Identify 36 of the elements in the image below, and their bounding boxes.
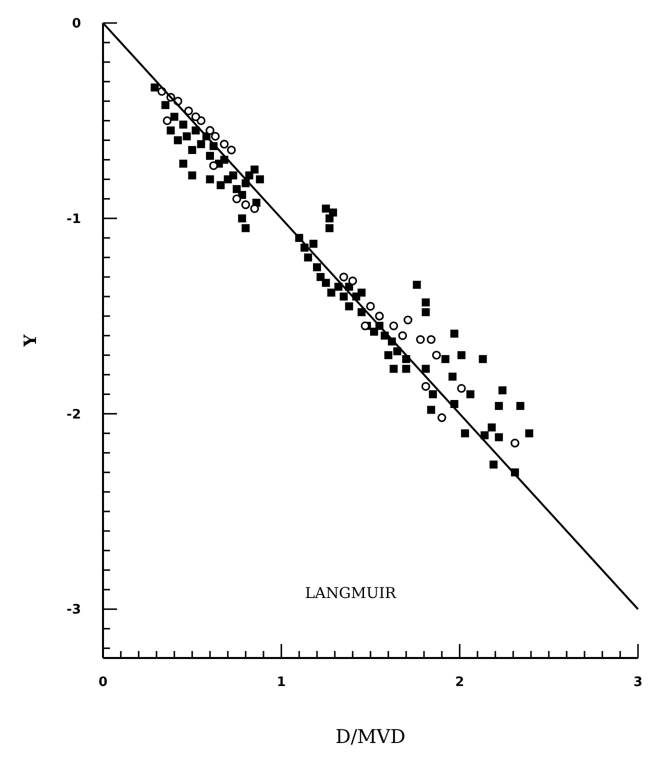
point (416, 335, 425, 344)
point (339, 272, 348, 282)
point (209, 161, 218, 170)
point (426, 335, 436, 344)
point (162, 116, 172, 126)
point (375, 312, 384, 320)
point (421, 382, 430, 391)
y-tick-label: 0 (72, 16, 81, 32)
point (227, 146, 236, 154)
point (432, 350, 441, 360)
y-tick-label: -3 (66, 602, 81, 618)
point (206, 126, 214, 135)
point (210, 132, 220, 141)
point (437, 413, 446, 422)
point (457, 384, 466, 393)
point (220, 140, 229, 149)
point (191, 112, 200, 122)
point (184, 106, 193, 116)
y-tick-label: -2 (66, 407, 81, 422)
point (241, 200, 250, 210)
point (348, 276, 358, 286)
point (398, 331, 407, 340)
point (232, 194, 242, 204)
point (389, 321, 398, 330)
x-tick-label: 0 (98, 675, 108, 690)
x-tick-label: 3 (633, 675, 643, 690)
y-axis-title: Y (21, 334, 41, 348)
annotation: LANGMUIR (304, 584, 397, 602)
point (250, 204, 259, 214)
y-tick-label: -1 (66, 212, 81, 227)
x-tick-label: 2 (455, 675, 464, 690)
point (510, 438, 520, 448)
x-axis-title: D/MVD (335, 726, 406, 748)
point (366, 302, 375, 311)
point (404, 316, 412, 324)
x-tick-label: 1 (276, 675, 286, 690)
